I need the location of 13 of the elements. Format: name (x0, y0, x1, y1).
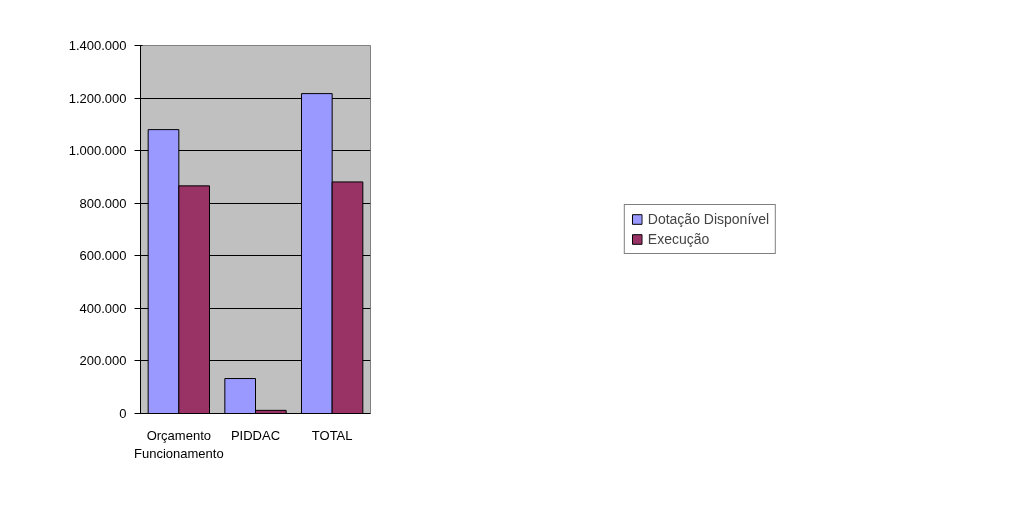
y-tick-label: 400.000 (79, 300, 127, 316)
y-tick-label: 1.200.000 (68, 90, 127, 106)
y-tick-label: 1.400.000 (68, 38, 127, 53)
y-tick-label: 800.000 (79, 195, 127, 211)
x-tick-label: Orçamento Funcionamento (134, 427, 224, 461)
x-tick-label: PIDDAC (230, 427, 281, 443)
x-tick-label: TOTAL (311, 427, 353, 443)
y-tick-label: 600.000 (79, 248, 127, 264)
y-tick-label: 1.000.000 (68, 143, 127, 159)
legend-label: Dotação Disponível (647, 211, 770, 227)
y-tick-label: 200.000 (79, 353, 127, 369)
legend-label: Execução (647, 231, 710, 247)
y-tick-label: 0 (119, 406, 127, 421)
